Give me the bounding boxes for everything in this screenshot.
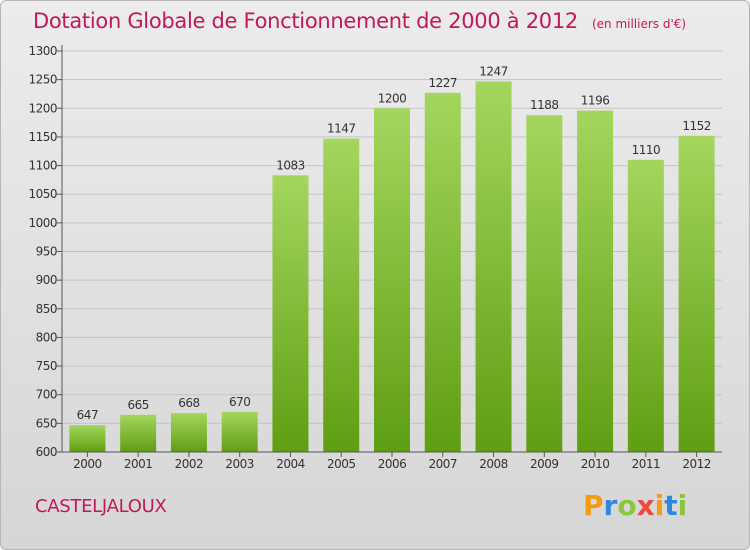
bar (170, 413, 207, 452)
data-label: 1188 (530, 98, 559, 112)
title-text: Dotation Globale de Fonctionnement de 20… (33, 9, 578, 33)
data-label: 1227 (428, 76, 457, 90)
y-tick-label: 1150 (28, 130, 57, 144)
data-label: 1247 (479, 64, 508, 78)
x-tick-label: 2000 (73, 457, 102, 471)
bar (526, 115, 563, 452)
x-tick-label: 2010 (581, 457, 610, 471)
logo-letter: i (654, 489, 665, 522)
y-tick-label: 1050 (28, 187, 57, 201)
y-tick-label: 1200 (28, 101, 57, 115)
y-axis-ticks: 600 650 700 750 800 850 900 950 1000 1050 1100 1150… (28, 44, 62, 459)
y-tick-label: 950 (36, 245, 57, 259)
logo-letter: o (617, 489, 637, 522)
logo-letter: x (636, 489, 655, 522)
x-tick-label: 2008 (479, 457, 508, 471)
logo-letter: t (664, 489, 678, 522)
y-tick-label: 1100 (28, 159, 57, 173)
data-label: 668 (178, 396, 199, 410)
x-tick-label: 2006 (378, 457, 407, 471)
data-label: 665 (127, 398, 148, 412)
logo-letter: r (603, 489, 618, 522)
y-tick-label: 800 (36, 330, 57, 344)
x-axis-ticks: 2000 2001 2002 2003 2004 2005 2006 2007 2008 2009… (73, 452, 711, 471)
bar (221, 411, 258, 452)
y-tick-label: 1000 (28, 216, 57, 230)
data-label: 1110 (632, 143, 661, 157)
x-tick-label: 2011 (632, 457, 661, 471)
y-tick-label: 850 (36, 302, 57, 316)
x-tick-label: 2003 (225, 457, 254, 471)
x-tick-label: 2002 (175, 457, 204, 471)
data-label: 1083 (276, 158, 305, 172)
data-label: 1147 (327, 122, 356, 136)
y-tick-label: 1250 (28, 73, 57, 87)
x-tick-label: 2012 (682, 457, 711, 471)
x-tick-label: 2007 (428, 457, 457, 471)
data-labels: 647 665 668 670 1083 1147 1200 1227 1247 1188 1196… (77, 64, 712, 422)
logo-letter: P (583, 489, 604, 522)
x-tick-label: 2005 (327, 457, 356, 471)
bar (577, 110, 614, 452)
x-tick-label: 2004 (276, 457, 305, 471)
bar (272, 175, 309, 452)
bar (475, 81, 512, 453)
commune-name: CASTELJALOUX (35, 496, 167, 517)
bar (120, 414, 157, 452)
data-label: 1196 (581, 94, 610, 108)
y-tick-label: 750 (36, 359, 57, 373)
axes (61, 45, 722, 453)
y-tick-label: 1300 (28, 44, 57, 58)
unit-note: (en milliers d'€) (591, 17, 687, 31)
bar (374, 108, 410, 453)
x-tick-label: 2001 (124, 457, 153, 471)
bar (627, 159, 664, 453)
y-tick-label: 600 (36, 445, 57, 459)
data-label: 1152 (682, 119, 711, 133)
data-label: 1200 (378, 91, 407, 105)
y-tick-label: 650 (36, 416, 57, 430)
y-tick-label: 700 (36, 388, 57, 402)
bar (678, 135, 715, 453)
bars (69, 81, 715, 453)
bar (69, 425, 106, 452)
data-label: 647 (77, 408, 98, 422)
chart-title: Dotation Globale de Fonctionnement de 20… (33, 9, 686, 33)
bar (323, 138, 360, 452)
data-label: 670 (229, 395, 250, 409)
y-tick-label: 900 (36, 273, 57, 287)
bar (424, 92, 461, 452)
proxiti-logo[interactable]: Proxiti (583, 489, 687, 522)
x-tick-label: 2009 (530, 457, 559, 471)
logo-letter: i (677, 489, 688, 522)
